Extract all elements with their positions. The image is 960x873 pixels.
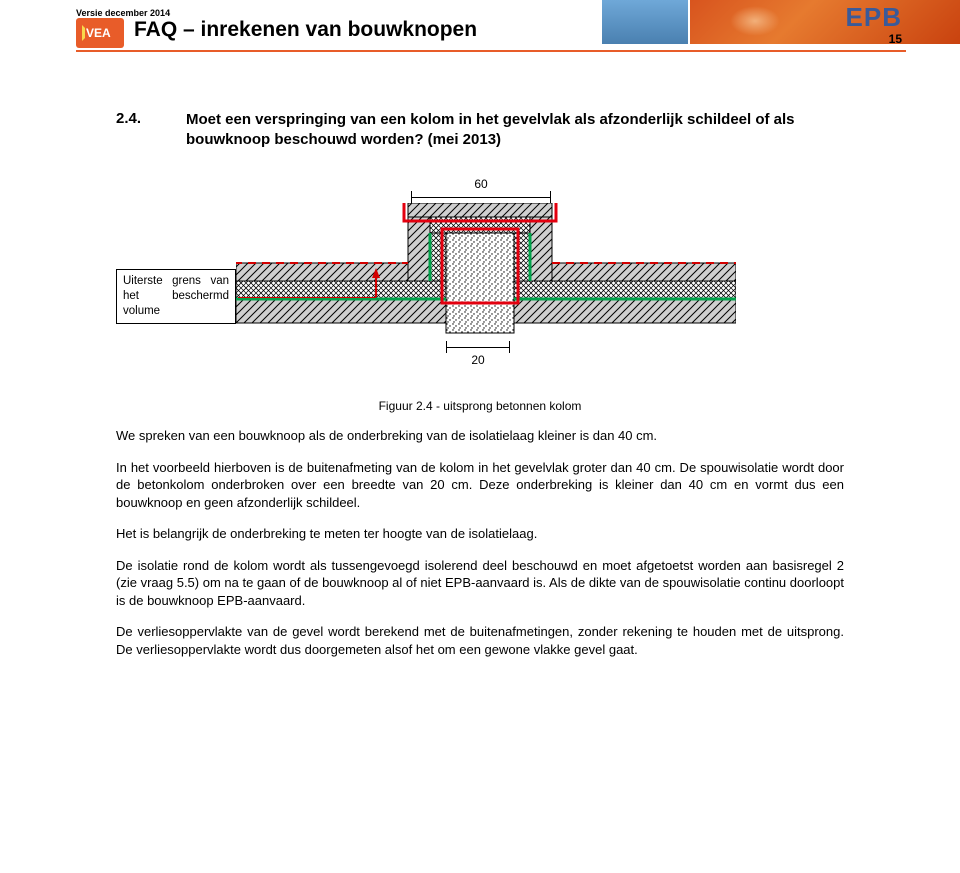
arrow-stem [375,277,377,297]
volume-label-text: Uiterste grens van het beschermd volume [123,275,229,317]
arrow-head-icon [372,268,380,278]
dimension-20-value: 20 [471,353,484,367]
epb-label: EPB [846,2,902,33]
question-row: 2.4. Moet een verspringing van een kolom… [116,110,844,149]
faq-title: FAQ – inrekenen van bouwknopen [134,18,477,42]
dimension-20: 20 [446,345,510,359]
header-photo-orange [690,0,960,44]
dimension-60-value: 60 [474,177,487,191]
paragraph-1: We spreken van een bouwknoop als de onde… [116,427,844,445]
arrow-line [238,297,376,298]
figure-caption: Figuur 2.4 - uitsprong betonnen kolom [116,399,844,413]
paragraph-4: De isolatie rond de kolom wordt als tuss… [116,557,844,610]
paragraph-3: Het is belangrijk de onderbreking te met… [116,525,844,543]
diagram-svg [236,203,736,343]
paragraph-5: De verliesoppervlakte van de gevel wordt… [116,623,844,658]
page-content: 2.4. Moet een verspringing van een kolom… [116,110,844,672]
question-text: Moet een verspringing van een kolom in h… [186,110,844,149]
header-rule [76,50,906,52]
body-text: We spreken van een bouwknoop als de onde… [116,427,844,658]
figure: 60 [116,177,844,387]
header-photo-strip [600,0,960,44]
page-header: Versie december 2014 VEA FAQ – inrekenen… [0,0,960,60]
vea-logo: VEA [76,18,124,48]
version-label: Versie december 2014 [76,8,170,18]
svg-text:VEA: VEA [86,26,111,40]
volume-label-box: Uiterste grens van het beschermd volume [116,269,236,324]
question-number: 2.4. [116,110,156,149]
header-photo-blue [600,0,690,44]
dimension-60: 60 [411,177,551,191]
paragraph-2: In het voorbeeld hierboven is de buitena… [116,459,844,512]
page-number: 15 [889,32,902,46]
